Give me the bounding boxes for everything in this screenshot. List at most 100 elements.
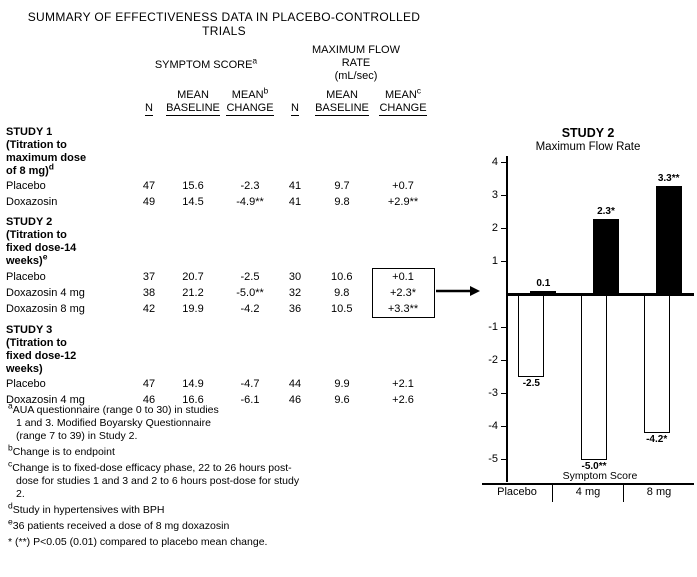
flow-rate-header-text: MAXIMUM FLOW RATE (mL/sec) (312, 44, 400, 82)
y-tick-mark (501, 260, 506, 263)
col-header-baseline-symptom: MEAN BASELINE (166, 89, 220, 116)
study-group-label: STUDY 3 (Titration to fixed dose-12 week… (6, 324, 77, 375)
cell-n-flow: 36 (288, 303, 302, 316)
y-tick-mark (501, 227, 506, 230)
x-label-8mg: 8 mg (623, 485, 694, 502)
cell-baseline-flow: 10.6 (331, 270, 353, 283)
cell-change-flow-boxed: +0.1 (371, 268, 435, 285)
cell-change-flow: +2.9** (387, 196, 419, 208)
y-tick-label: -2 (488, 353, 498, 366)
cell-change-symptom: -2.3 (240, 180, 260, 192)
symptom-score-group-header: SYMPTOM SCOREa (134, 44, 278, 86)
effectiveness-table: SYMPTOM SCOREa MAXIMUM FLOW RATE (mL/sec… (6, 44, 435, 408)
cell-baseline-flow: 9.6 (334, 394, 350, 406)
cell-n-flow: 30 (288, 270, 302, 283)
chart-plot: Symptom Score 4 3 2 1 -1 -2 -3 -4 -5 -2.5 0.1 -5.0*… (482, 156, 694, 482)
col-header-n-flow: N (291, 102, 299, 116)
cell-change-flow: +2.1 (392, 378, 414, 390)
y-tick-label: -3 (488, 386, 498, 399)
flow-bar-value-label: 2.3* (597, 205, 615, 217)
empty-cell (6, 44, 134, 86)
symptom-bar-value-label: -2.5 (522, 378, 540, 390)
cell-baseline-symptom: 14.9 (182, 378, 204, 390)
cell-change-symptom: -4.7 (240, 378, 260, 390)
flow-rate-bar (655, 185, 682, 295)
symptom-bar-value-label: -4.2* (646, 434, 668, 446)
col-header-n-symptom: N (145, 102, 153, 116)
y-tick-label: 4 (491, 155, 498, 168)
table-row: Placebo 47 15.6 -2.3 41 9.7 +0.7 (6, 178, 434, 194)
study2-group-row: STUDY 2 (Titration to fixed dose-14 week… (6, 210, 434, 269)
study-group-label: STUDY 1 (Titration to maximum dose of 8 … (6, 126, 87, 177)
cell-change-symptom: -6.1 (240, 394, 260, 406)
col-header-change-symptom: MEANb CHANGE (226, 85, 274, 116)
zero-baseline (506, 293, 694, 297)
page-title: SUMMARY OF EFFECTIVENESS DATA IN PLACEBO… (27, 10, 421, 38)
cell-n-flow: 41 (288, 196, 302, 208)
table-row: Placebo 37 20.7 -2.5 30 10.6 +0.1 (6, 268, 435, 285)
cell-change-symptom: -2.5 (240, 270, 260, 283)
cell-n-flow: 41 (288, 180, 302, 192)
y-tick-mark (501, 425, 506, 428)
cell-change-symptom: -4.9** (236, 196, 264, 208)
study2-chart: STUDY 2 Maximum Flow Rate Symptom Score … (482, 126, 694, 502)
col-header-change-flow: MEANc CHANGE (379, 85, 427, 116)
row-label: Placebo (6, 270, 46, 283)
cell-baseline-symptom: 21.2 (182, 287, 204, 299)
table-row: Doxazosin 4 mg 46 16.6 -6.1 46 9.6 +2.6 (6, 392, 434, 408)
footnote: cChange is to fixed-dose efficacy phase,… (8, 458, 300, 500)
cell-baseline-symptom: 15.6 (182, 180, 204, 192)
y-tick-label: -5 (488, 452, 498, 465)
y-tick-label: 1 (491, 254, 498, 267)
cell-change-flow-boxed: +3.3** (371, 301, 435, 318)
y-tick-label: -4 (488, 419, 498, 432)
cell-baseline-flow: 9.7 (334, 180, 350, 192)
symptom-score-header-text: SYMPTOM SCORE (154, 59, 253, 71)
y-tick-mark (501, 458, 506, 461)
y-tick-mark (501, 161, 506, 164)
chart-bottom-axis-label: Symptom Score (562, 470, 638, 482)
empty-cell (6, 86, 134, 116)
footnote: e36 patients received a dose of 8 mg dox… (8, 516, 230, 532)
cell-baseline-flow: 9.8 (334, 287, 350, 299)
cell-baseline-symptom: 19.9 (182, 303, 204, 316)
cell-n-symptom: 42 (142, 303, 156, 316)
cell-change-flow: +2.6 (392, 394, 414, 406)
chart-title: STUDY 2 (561, 126, 615, 140)
flow-rate-bar (530, 291, 557, 295)
x-label-4mg: 4 mg (552, 485, 623, 502)
y-tick-mark (501, 194, 506, 197)
cell-baseline-symptom: 14.5 (182, 196, 204, 208)
row-label: Doxazosin 8 mg (6, 303, 85, 316)
symptom-score-bar (643, 294, 670, 434)
table-column-header-row: N MEAN BASELINE MEANb CHANGE N MEAN BASELIN… (6, 86, 434, 116)
table-row: Placebo 47 14.9 -4.7 44 9.9 +2.1 (6, 376, 434, 392)
row-label: Placebo (6, 180, 46, 192)
cell-n-symptom: 47 (142, 378, 156, 390)
cell-n-symptom: 38 (142, 287, 156, 299)
y-tick-label: 2 (491, 221, 498, 234)
flow-bar-value-label: 3.3** (657, 172, 680, 184)
cell-n-symptom: 49 (142, 196, 156, 208)
cell-baseline-symptom: 20.7 (182, 270, 204, 283)
symptom-header-footnote-mark: a (252, 55, 258, 66)
cell-n-symptom: 37 (142, 270, 156, 283)
cell-baseline-flow: 9.8 (334, 196, 350, 208)
study1-group-row: STUDY 1 (Titration to maximum dose of 8 … (6, 116, 434, 178)
y-tick-mark (501, 359, 506, 362)
cell-n-flow: 46 (288, 394, 302, 406)
footnotes-block: aAUA questionnaire (range 0 to 30) in st… (8, 401, 340, 552)
row-label: Doxazosin 4 mg (6, 287, 85, 299)
study3-group-row: STUDY 3 (Titration to fixed dose-12 week… (6, 318, 434, 377)
cell-change-symptom: -4.2 (240, 303, 260, 316)
footnote: dStudy in hypertensives with BPH (8, 500, 165, 516)
y-tick-label: 3 (491, 188, 498, 201)
flow-rate-bar (593, 218, 619, 295)
row-label: Doxazosin 4 mg (6, 394, 85, 406)
footnote-significance: * (**) P<0.05 (0.01) compared to placebo… (8, 536, 268, 548)
y-tick-mark (501, 392, 506, 395)
table-row: Doxazosin 4 mg 38 21.2 -5.0** 32 9.8 +2.… (6, 285, 435, 301)
cell-n-flow: 32 (288, 287, 302, 299)
table-row: Doxazosin 8 mg 42 19.9 -4.2 36 10.5 +3.3… (6, 301, 435, 318)
